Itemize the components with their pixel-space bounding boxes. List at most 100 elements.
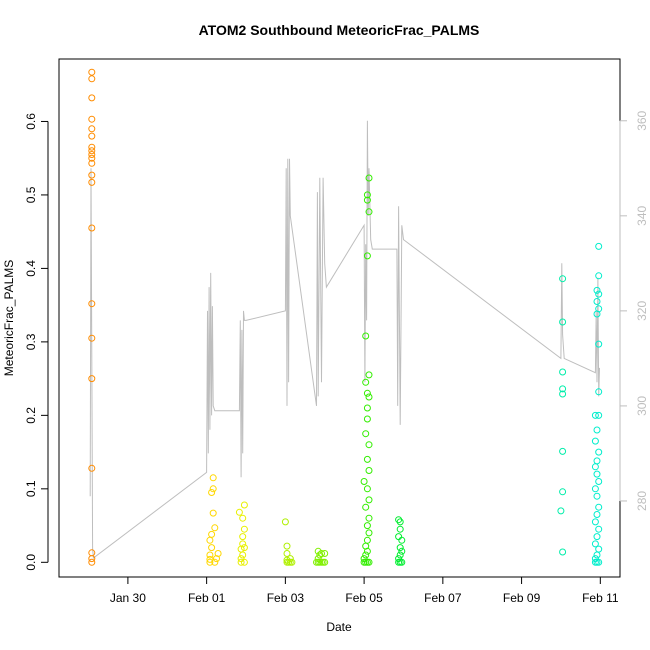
y2-tick-label: 340 xyxy=(635,205,649,225)
data-point xyxy=(593,286,601,294)
data-point xyxy=(240,544,248,552)
data-point xyxy=(593,426,601,434)
data-point xyxy=(88,178,96,186)
data-point xyxy=(559,385,567,393)
data-point xyxy=(595,305,603,313)
data-point xyxy=(321,550,329,557)
data-point xyxy=(88,154,96,162)
data-point xyxy=(593,492,601,500)
x-axis-label: Date xyxy=(326,620,352,634)
data-point xyxy=(365,514,373,522)
data-point xyxy=(88,549,96,557)
series-8 xyxy=(557,275,567,556)
data-point xyxy=(365,208,373,216)
data-point xyxy=(365,529,373,537)
data-point xyxy=(363,522,371,530)
data-point xyxy=(363,485,371,493)
x-tick-label: Feb 03 xyxy=(267,591,305,605)
data-point xyxy=(595,272,603,280)
data-point xyxy=(283,550,291,557)
data-point xyxy=(363,191,371,199)
y2-tick-label: 280 xyxy=(635,491,649,511)
data-point xyxy=(595,448,603,456)
data-point xyxy=(362,503,370,511)
data-point xyxy=(88,171,96,179)
y-tick-label: 0.2 xyxy=(24,407,38,424)
data-point xyxy=(595,388,603,396)
data-point xyxy=(559,488,567,496)
data-point xyxy=(559,447,567,455)
y2-tick-label: 320 xyxy=(635,301,649,321)
data-point xyxy=(363,415,371,423)
series-1 xyxy=(88,68,96,566)
data-point xyxy=(591,485,599,493)
data-point xyxy=(559,275,567,283)
data-point xyxy=(365,371,373,379)
data-point xyxy=(365,558,373,566)
points-layer xyxy=(88,68,603,566)
x-tick-label: Feb 01 xyxy=(188,591,226,605)
series-7 xyxy=(395,516,406,566)
data-point xyxy=(88,334,96,342)
data-point xyxy=(559,318,567,326)
data-point xyxy=(362,332,370,340)
data-point xyxy=(281,518,289,526)
chart-title: ATOM2 Southbound MeteoricFrac_PALMS xyxy=(199,22,480,38)
data-point xyxy=(239,533,247,541)
y-tick-label: 0.0 xyxy=(24,554,38,571)
y-tick-label: 0.6 xyxy=(24,113,38,130)
y2-tick-label: 300 xyxy=(635,396,649,416)
data-point xyxy=(396,551,404,559)
data-point xyxy=(314,555,322,563)
data-point xyxy=(595,525,603,533)
data-point xyxy=(363,196,371,204)
data-point xyxy=(209,485,217,493)
data-point xyxy=(595,478,603,485)
data-point xyxy=(88,159,96,167)
data-point xyxy=(595,411,603,419)
axes-layer: Jan 30 Feb 01 Feb 03 Feb 05 Feb 07 Feb 09 Feb … xyxy=(24,58,649,605)
data-point xyxy=(209,474,217,482)
data-point xyxy=(395,516,403,524)
data-point xyxy=(557,507,565,515)
data-point xyxy=(208,530,216,538)
data-point xyxy=(360,478,368,485)
data-point xyxy=(595,545,603,553)
data-point xyxy=(363,455,371,463)
data-point xyxy=(208,544,216,552)
data-point xyxy=(239,540,247,548)
data-point xyxy=(591,540,599,548)
data-point xyxy=(593,511,601,518)
data-point xyxy=(363,252,371,260)
secondary-line-layer xyxy=(89,120,600,559)
data-point xyxy=(235,508,243,516)
x-tick-label: Feb 05 xyxy=(345,591,383,605)
x-tick-label: Jan 30 xyxy=(110,591,146,605)
data-point xyxy=(214,550,222,557)
data-point xyxy=(286,555,294,563)
data-point xyxy=(88,300,96,308)
series-2 xyxy=(206,474,222,566)
data-point xyxy=(316,551,324,559)
data-point xyxy=(591,411,599,419)
x-tick-label: Feb 11 xyxy=(582,591,619,605)
data-point xyxy=(206,551,214,559)
data-point xyxy=(559,368,567,376)
data-point xyxy=(365,496,373,504)
data-point xyxy=(206,558,214,566)
data-point xyxy=(88,151,96,158)
data-point xyxy=(208,489,216,496)
data-point xyxy=(396,544,404,552)
data-point xyxy=(365,467,373,474)
data-point xyxy=(360,555,368,563)
data-point xyxy=(88,115,96,123)
data-point xyxy=(365,174,373,182)
x-tick-label: Feb 09 xyxy=(503,591,541,605)
data-point xyxy=(591,437,599,445)
y-axis-label: MeteoricFrac_PALMS xyxy=(2,260,16,376)
data-point xyxy=(398,547,406,555)
data-point xyxy=(88,464,96,472)
data-point xyxy=(239,514,247,522)
